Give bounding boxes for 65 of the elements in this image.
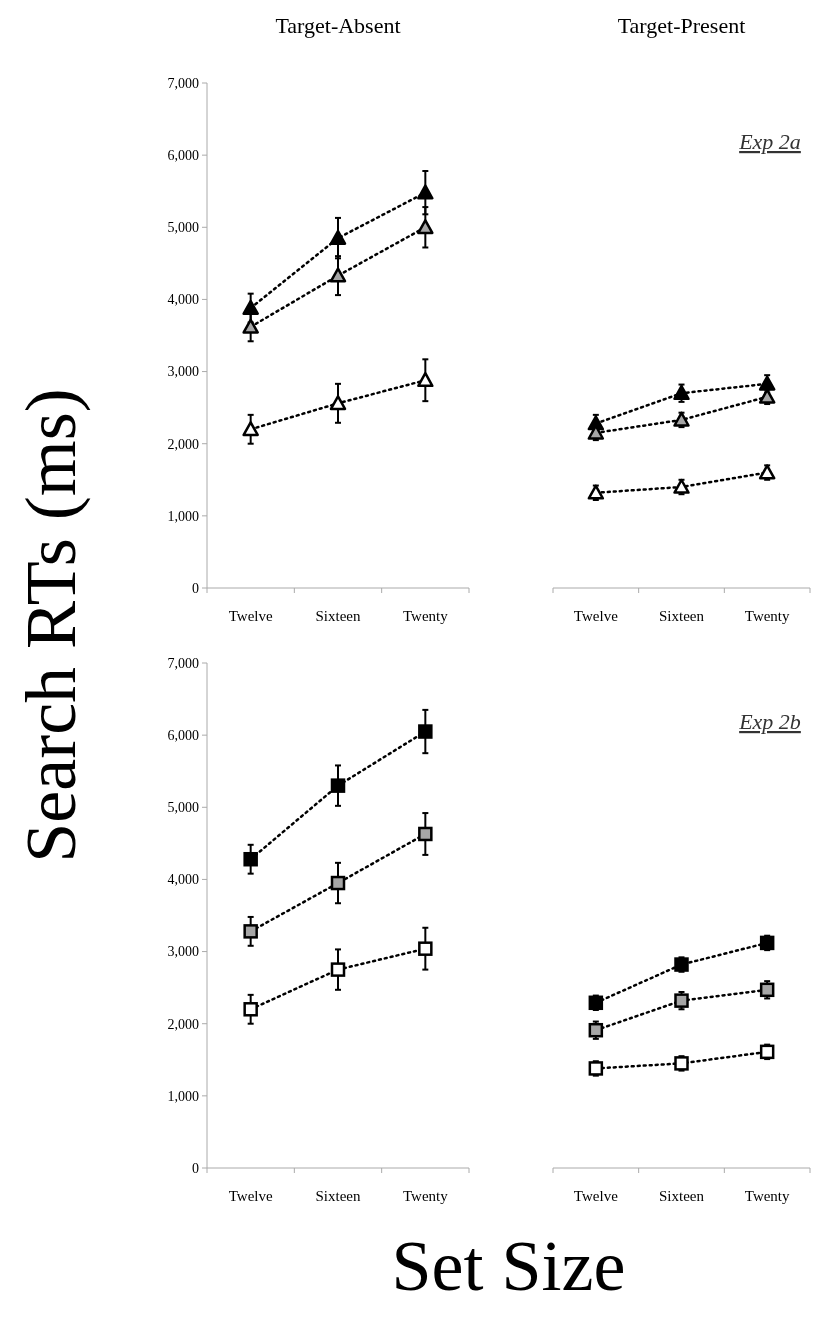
x-tick-label: Twenty	[744, 608, 791, 624]
x-tick-label: Twenty	[402, 1188, 449, 1204]
y-tick-label: 6,000	[167, 148, 199, 164]
y-tick-label: 2,000	[167, 1016, 199, 1032]
point	[759, 1044, 775, 1060]
y-tick-label: 4,000	[167, 292, 199, 308]
y-tick-label: 4,000	[167, 872, 199, 888]
point	[417, 184, 434, 200]
point	[417, 219, 434, 235]
y-tick-label: 6,000	[167, 728, 199, 744]
x-tick-label: Sixteen	[659, 608, 705, 624]
point	[329, 229, 347, 245]
chart-title: Target-Absent	[275, 13, 401, 38]
point	[759, 935, 775, 951]
point	[330, 778, 346, 793]
point	[673, 478, 690, 494]
point	[330, 875, 346, 891]
x-tick-label: Sixteen	[315, 608, 361, 624]
point	[758, 464, 776, 480]
point	[673, 411, 690, 427]
annotation: Exp 2a	[738, 129, 801, 154]
y-tick-label: 5,000	[167, 220, 199, 236]
chart-title: Target-Present	[617, 13, 746, 38]
y-tick-label: 0	[192, 1160, 199, 1176]
point	[242, 318, 259, 334]
point	[758, 375, 776, 391]
x-tick-label: Twenty	[402, 608, 449, 624]
y-tick-label: 7,000	[167, 75, 199, 91]
point	[329, 395, 347, 411]
point	[588, 995, 604, 1011]
point	[673, 384, 690, 401]
point	[330, 962, 346, 977]
x-tick-label: Twelve	[228, 608, 273, 624]
y-tick-label: 1,000	[167, 1088, 199, 1104]
x-tick-label: Twenty	[744, 1188, 791, 1204]
y-tick-label: 5,000	[167, 800, 199, 816]
point	[243, 924, 258, 939]
point	[243, 851, 258, 867]
point	[588, 1022, 604, 1038]
y-tick-label: 3,000	[167, 364, 199, 380]
x-axis-title: Set Size	[391, 1226, 626, 1306]
point	[758, 388, 776, 404]
y-tick-label: 7,000	[167, 655, 199, 671]
point	[587, 484, 605, 500]
x-tick-label: Twelve	[228, 1188, 273, 1204]
x-tick-label: Sixteen	[315, 1188, 361, 1204]
point	[588, 1061, 604, 1076]
point	[243, 1002, 258, 1017]
point	[242, 299, 259, 315]
y-tick-label: 0	[192, 580, 199, 596]
x-tick-label: Twelve	[573, 608, 619, 624]
point	[417, 371, 434, 388]
point	[759, 982, 775, 998]
y-tick-label: 3,000	[167, 944, 199, 960]
point	[418, 724, 433, 739]
point	[418, 826, 433, 842]
point	[329, 267, 347, 283]
y-tick-label: 2,000	[167, 436, 199, 452]
annotation: Exp 2b	[738, 709, 801, 734]
y-axis-title: Search RTs (ms)	[11, 388, 91, 863]
point	[242, 421, 259, 437]
point	[418, 941, 433, 956]
x-tick-label: Twelve	[573, 1188, 619, 1204]
y-tick-label: 1,000	[167, 508, 199, 524]
x-tick-label: Sixteen	[659, 1188, 705, 1204]
